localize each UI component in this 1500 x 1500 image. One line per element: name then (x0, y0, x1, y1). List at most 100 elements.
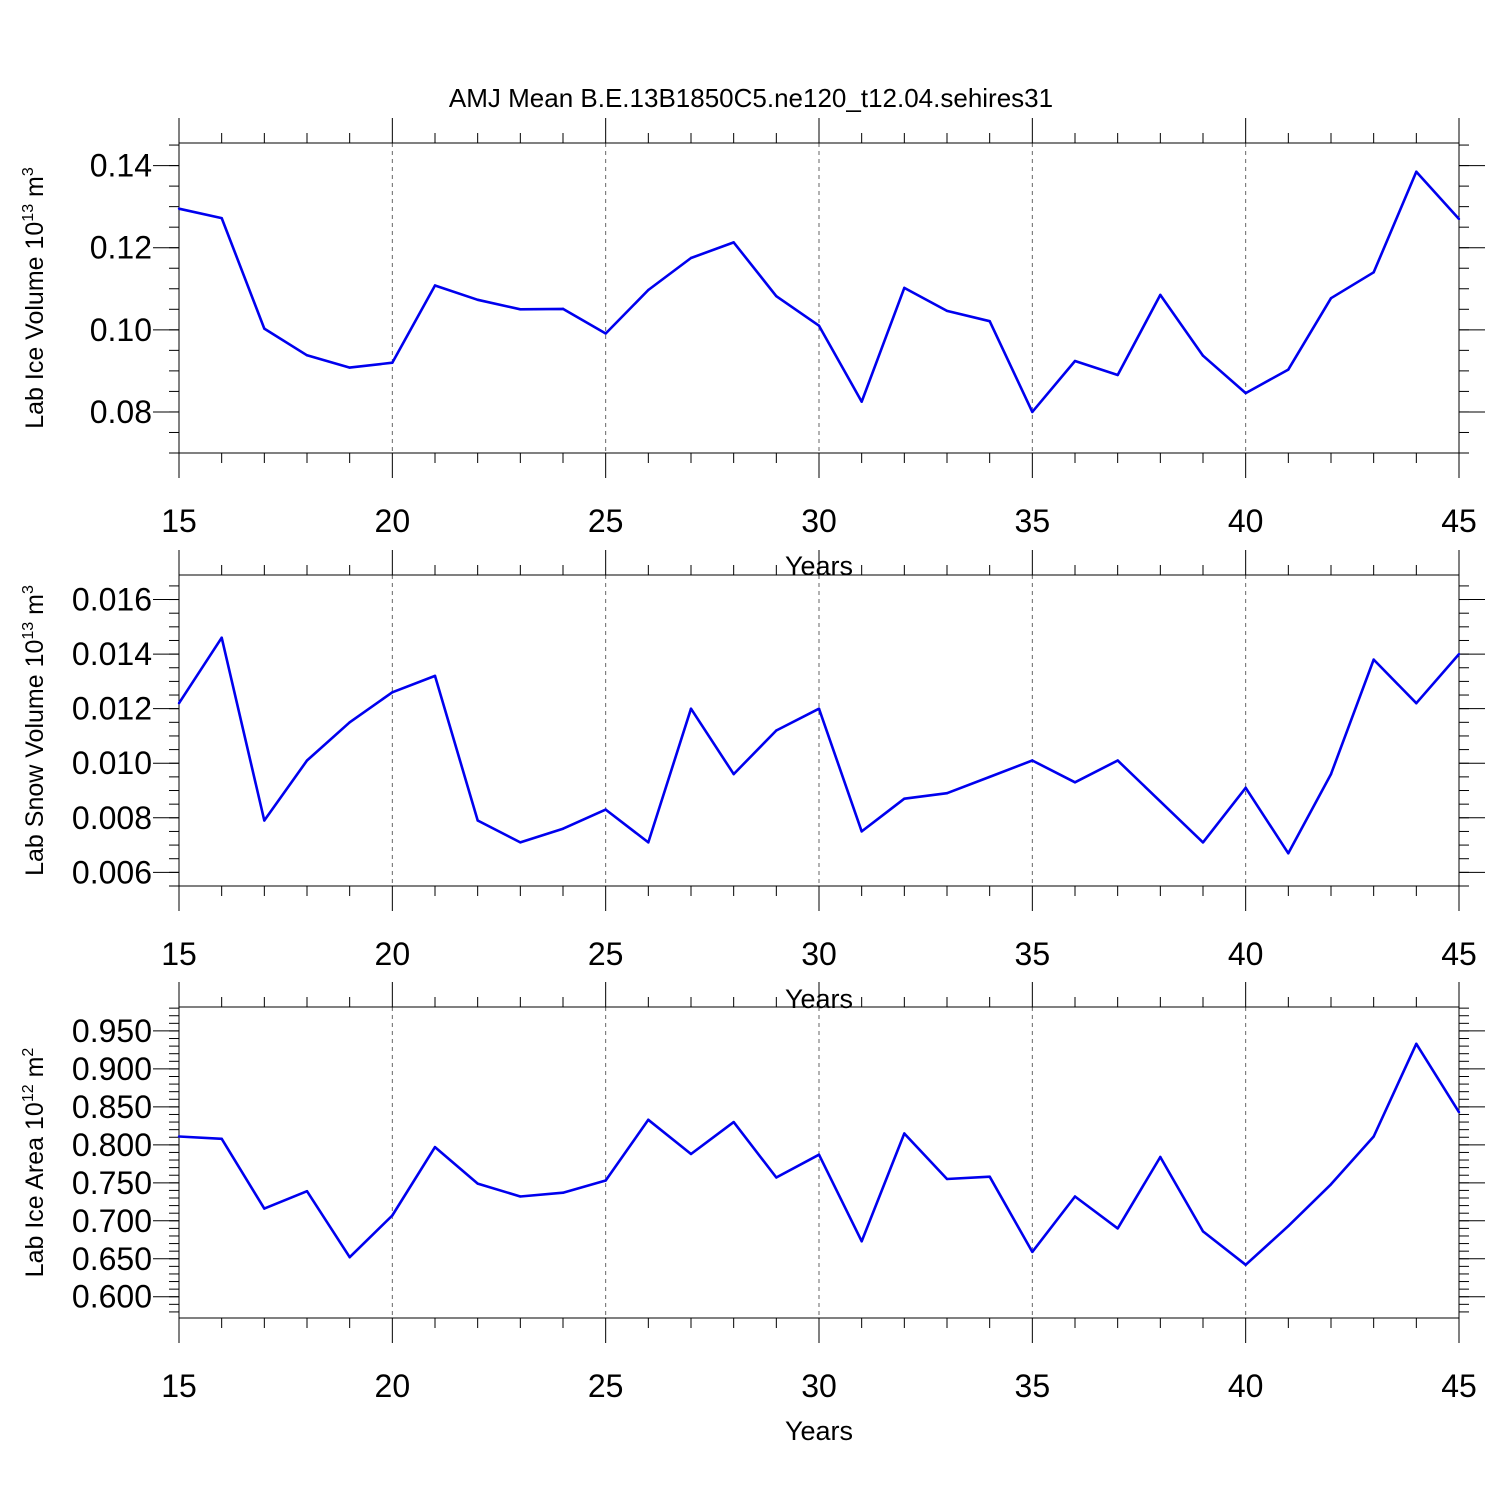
data-point-3-20 (391, 1214, 394, 1217)
y-axis-label-ylabel-unit: m (21, 594, 49, 622)
data-point-2-32 (903, 797, 906, 800)
data-point-3-37 (1116, 1227, 1119, 1230)
x-tick-label-45: 45 (1441, 936, 1477, 972)
data-point-3-21 (433, 1145, 437, 1149)
y-tick-label-1: 0.650 (72, 1241, 152, 1277)
y-axis-label-3: Lab Ice Area 1012 m2 (20, 1048, 49, 1278)
y-tick-label-3: 0.012 (72, 691, 152, 727)
data-point-1-26 (647, 288, 650, 292)
x-tick-label-35: 35 (1015, 503, 1051, 539)
data-point-3-30 (817, 1153, 821, 1156)
y-tick-label-2: 0.12 (90, 230, 152, 266)
data-point-1-33 (945, 309, 949, 313)
x-tick-label-30: 30 (801, 936, 837, 972)
y-axis-label-ylabel-unit-exp: 3 (20, 167, 37, 176)
chart-title: AMJ Mean B.E.13B1850C5.ne120_t12.04.sehi… (449, 83, 1053, 113)
data-point-2-16 (220, 636, 223, 639)
data-point-2-37 (1116, 759, 1119, 762)
x-tick-label-30: 30 (801, 1368, 837, 1404)
data-point-1-36 (1073, 359, 1077, 363)
data-point-1-27 (689, 256, 693, 260)
x-tick-label-45: 45 (1441, 503, 1477, 539)
data-point-2-30 (817, 707, 821, 710)
x-tick-label-20: 20 (375, 1368, 411, 1404)
data-point-3-17 (263, 1207, 266, 1210)
data-point-3-42 (1329, 1183, 1333, 1186)
data-point-3-25 (604, 1179, 607, 1182)
data-point-3-38 (1159, 1155, 1162, 1159)
data-point-3-27 (689, 1152, 693, 1156)
data-point-2-21 (433, 674, 437, 678)
data-point-2-33 (945, 792, 949, 795)
data-point-1-19 (348, 366, 351, 369)
data-point-2-27 (689, 707, 693, 710)
data-point-3-18 (305, 1189, 309, 1193)
data-point-1-31 (860, 400, 863, 403)
x-tick-label-45: 45 (1441, 1368, 1477, 1404)
data-point-2-40 (1244, 786, 1247, 789)
data-point-3-34 (988, 1175, 991, 1178)
y-axis-label-ylabel-unit: m (21, 1057, 49, 1085)
x-tick-label-20: 20 (375, 936, 411, 972)
data-point-3-15 (177, 1135, 181, 1138)
data-point-2-36 (1073, 781, 1077, 784)
data-point-2-39 (1201, 841, 1205, 844)
data-point-2-35 (1031, 759, 1034, 762)
y-tick-label-4: 0.014 (72, 636, 152, 672)
data-point-1-18 (305, 354, 309, 357)
data-point-2-38 (1159, 800, 1162, 803)
data-point-3-40 (1244, 1263, 1247, 1267)
y-tick-label-6: 0.900 (72, 1051, 152, 1087)
y-axis-label-1: Lab Ice Volume 1013 m3 (20, 167, 49, 429)
y-tick-label-1: 0.008 (72, 800, 152, 836)
panel-2: 0.006 0.008 0.010 0.012 0.014 0.016 15 20 25 30 35… (20, 550, 1485, 1014)
data-point-2-42 (1329, 772, 1333, 776)
data-point-3-31 (860, 1240, 863, 1243)
data-point-2-26 (647, 841, 650, 844)
x-axis-label-3: Years (785, 1416, 853, 1446)
data-point-1-44 (1415, 170, 1418, 173)
data-point-2-22 (476, 819, 479, 822)
data-point-3-29 (775, 1176, 778, 1179)
data-point-3-45 (1457, 1110, 1461, 1114)
data-point-1-28 (732, 241, 735, 244)
y-axis-label-ylabel: Lab Snow Volume 10 (21, 640, 49, 876)
data-point-2-20 (391, 691, 394, 694)
data-point-2-29 (775, 729, 778, 732)
data-point-1-45 (1457, 217, 1461, 221)
x-tick-label-30: 30 (801, 503, 837, 539)
y-axis-label-ylabel-exp: 13 (20, 622, 37, 640)
data-point-3-23 (519, 1195, 522, 1198)
data-point-1-41 (1287, 368, 1290, 371)
data-point-1-21 (433, 284, 437, 287)
data-point-2-23 (519, 841, 522, 844)
data-point-2-34 (988, 775, 991, 779)
data-point-2-17 (263, 819, 266, 822)
data-point-3-26 (647, 1118, 650, 1121)
x-tick-label-25: 25 (588, 503, 624, 539)
y-tick-label-4: 0.800 (72, 1127, 152, 1163)
data-point-1-32 (903, 286, 906, 290)
data-point-1-39 (1201, 354, 1205, 357)
data-point-3-24 (561, 1191, 565, 1194)
x-tick-label-25: 25 (588, 1368, 624, 1404)
x-tick-label-25: 25 (588, 936, 624, 972)
data-point-2-41 (1287, 852, 1290, 855)
data-point-3-43 (1372, 1135, 1375, 1138)
data-point-2-31 (860, 830, 863, 833)
panels: 0.08 0.10 0.12 0.14 15 20 25 30 35 40 45 Years Lab I… (20, 118, 1485, 1446)
y-tick-label-3: 0.750 (72, 1165, 152, 1201)
data-point-2-43 (1372, 658, 1375, 661)
data-point-2-24 (561, 827, 565, 830)
data-point-2-45 (1457, 652, 1461, 656)
data-point-1-16 (220, 216, 223, 220)
y-tick-label-3: 0.14 (90, 148, 152, 184)
data-point-1-34 (988, 319, 991, 323)
panel-3: 0.6000.6500.7000.7500.8000.8500.9000.950… (20, 982, 1485, 1446)
data-point-1-29 (775, 294, 778, 298)
x-tick-label-20: 20 (375, 503, 411, 539)
data-point-1-15 (177, 207, 181, 210)
